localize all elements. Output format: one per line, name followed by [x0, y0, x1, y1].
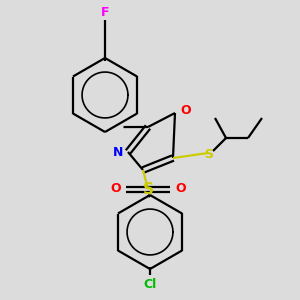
Text: O: O — [180, 103, 190, 116]
Text: O: O — [110, 182, 121, 196]
Text: Cl: Cl — [143, 278, 157, 292]
Text: N: N — [112, 146, 123, 158]
Text: F: F — [101, 7, 109, 20]
Text: S: S — [205, 148, 214, 161]
Text: O: O — [175, 182, 186, 196]
Text: S: S — [142, 182, 154, 196]
